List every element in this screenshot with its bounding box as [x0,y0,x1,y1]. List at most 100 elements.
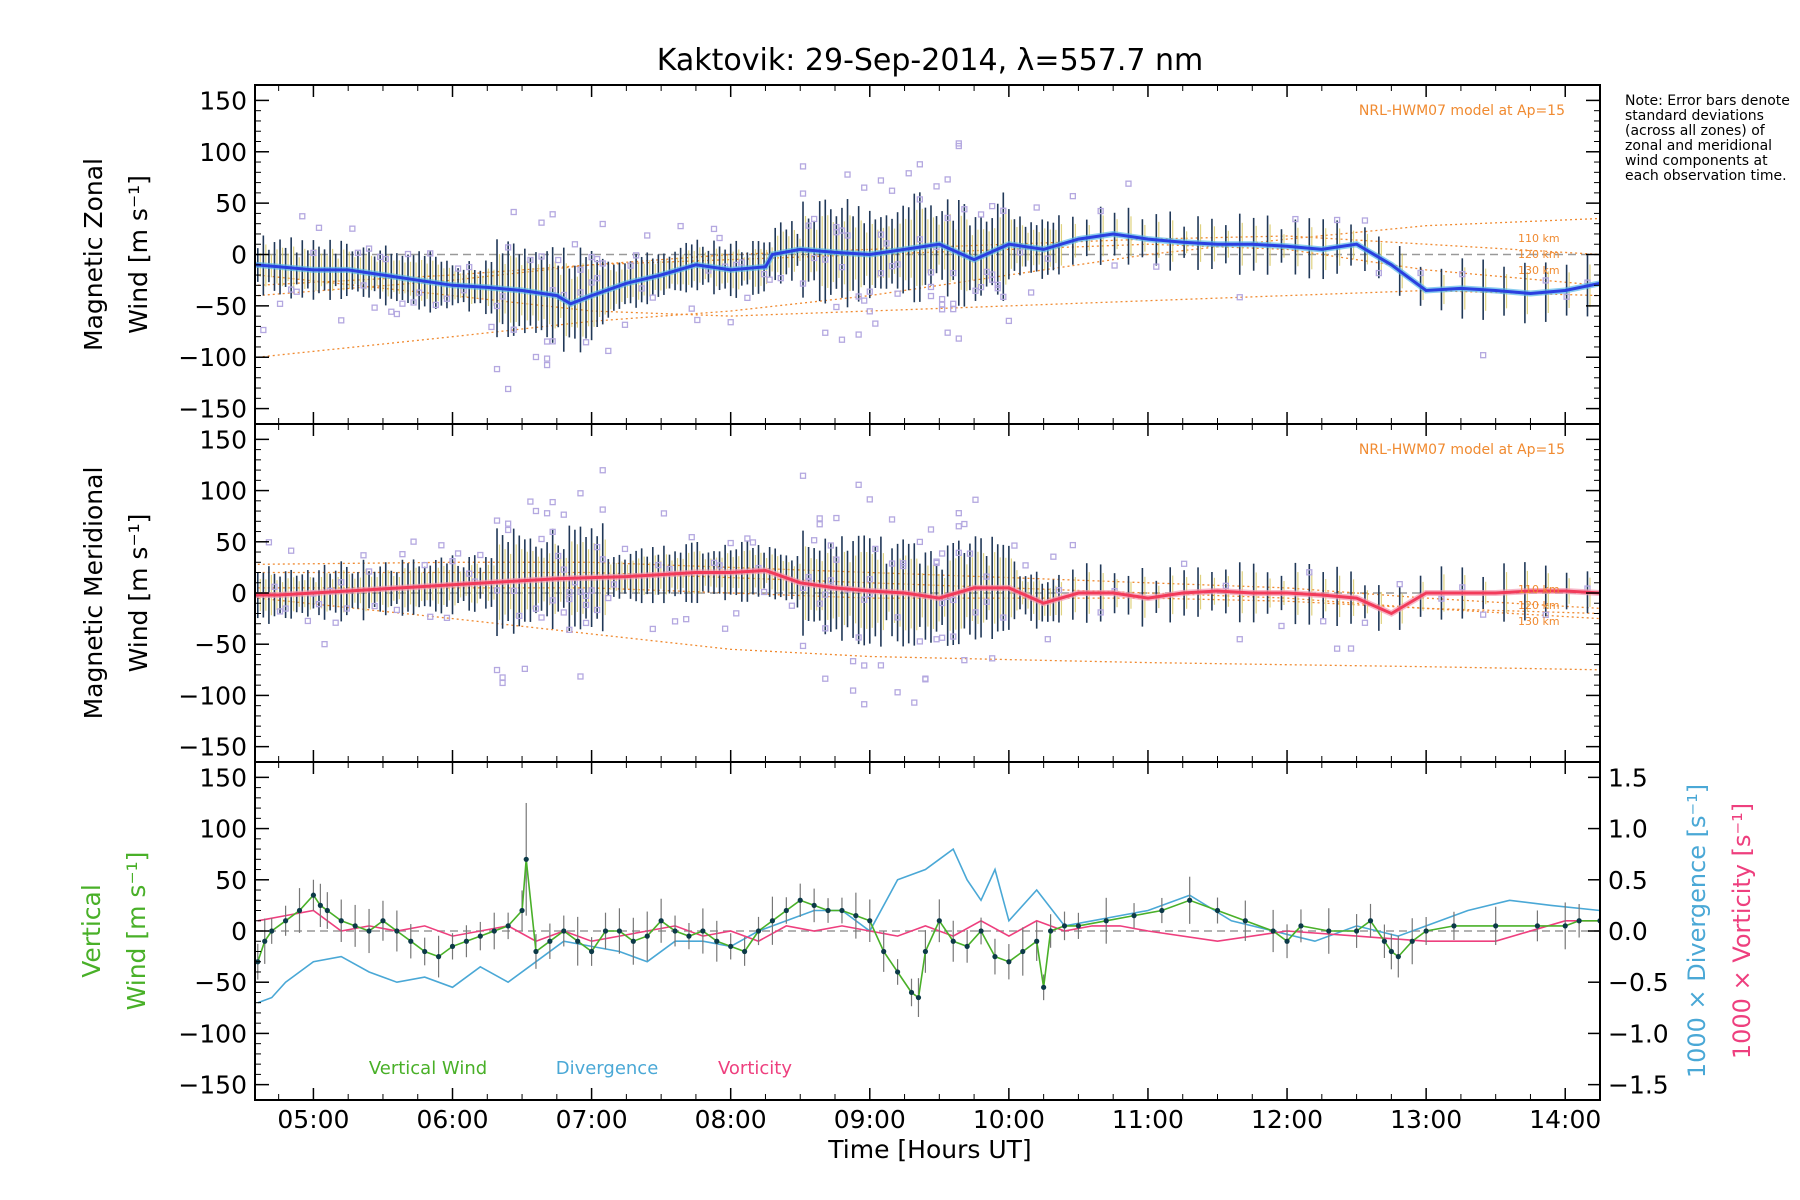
zone-sample [360,552,367,559]
y-tick-label: 50 [215,866,247,895]
zone-sample [866,288,873,295]
zone-sample [749,539,757,546]
zone-sample [855,331,862,338]
zone-sample [1033,204,1040,211]
model-altitude-label: 130 km [1518,264,1560,277]
vertical-wind-point [1381,938,1388,944]
zone-sample [1480,611,1487,618]
x-tick-label: 09:00 [834,1105,906,1134]
zone-sample [415,289,423,296]
zone-sample [527,498,534,505]
y-tick-label: −150 [178,1071,247,1100]
zone-sample [1180,560,1188,567]
zone-sample [560,566,567,573]
vertical-wind-point [1020,948,1026,955]
vertical-wind-point [394,928,400,934]
vertical-wind-point [1284,938,1290,944]
zone-sample [549,597,556,604]
zone-sample [338,317,345,324]
zone-sample [1050,553,1057,560]
right-y-tick-label: −0.5 [1608,968,1669,997]
zone-sample [649,294,656,301]
zone-sample [621,545,629,553]
zone-sample [532,353,540,361]
zone-sample [877,270,885,277]
vertical-wind-line [257,859,1600,1000]
right-y-tick-label: 0.5 [1608,866,1648,895]
vertical-wind-point [1298,923,1304,929]
zone-sample [822,591,829,598]
zone-sample [944,214,951,222]
vertical-wind-point [922,948,929,955]
zone-sample [810,215,818,223]
chart-title: Kaktovik: 29-Sep-2014, λ=557.7 nm [657,43,1203,78]
zone-sample [766,276,773,283]
vertical-wind-point [894,969,901,975]
zone-sample [354,249,362,256]
panel-2: NRL-HWM07 model at Ap=15 110 km 120 km 130 … [79,423,1601,763]
zone-sample [760,588,768,596]
vertical-wind-point [728,943,734,949]
vertical-wind-point [1423,928,1429,934]
vertical-wind-point [1367,918,1374,924]
zone-sample [560,511,567,518]
vertical-wind-point [867,918,873,924]
zone-sample [1000,293,1007,301]
divergence-line [257,847,1600,1004]
zone-sample [1292,215,1299,223]
vertical-wind-point [1103,918,1109,924]
zone-sample [360,282,367,289]
vertical-wind-point [477,933,483,939]
x-tick-label: 07:00 [556,1105,628,1134]
zone-sample [260,326,267,334]
vertical-wind-point [797,897,803,903]
zone-sample [894,614,901,621]
vertical-wind-point [1388,948,1394,955]
zone-sample [644,232,651,239]
zone-sample [510,587,517,594]
zone-sample [927,292,935,300]
vertical-wind-point [686,933,692,939]
zone-sample [1000,614,1007,621]
vertical-wind-point [978,928,984,934]
zone-sample [588,587,595,594]
zone-sample [538,535,545,543]
zone-sample [961,657,968,664]
vertical-wind-point [700,928,706,934]
zone-sample [688,305,695,312]
zone-sample [393,606,401,614]
zone-sample [282,605,289,612]
zone-sample [621,321,629,328]
vertical-wind-point [262,938,268,944]
zone-sample [933,558,940,565]
zone-sample [983,573,990,580]
zone-sample [1000,207,1007,214]
model-curve-130km [257,243,1600,286]
y-axis-label-line2: Wind [m s⁻¹] [124,514,153,673]
zone-sample [1111,262,1118,269]
meridional-mean-line [255,568,1600,616]
zone-sample [532,605,540,612]
model-curve-110km [257,217,1600,358]
zone-sample [493,666,501,674]
zone-sample [499,674,506,681]
zone-sample [833,303,840,311]
zone-sample [866,496,873,503]
zone-sample [504,520,512,527]
vertical-wind-point [1409,938,1415,944]
zone-sample [938,306,946,313]
zone-sample [516,612,523,620]
zone-sample [365,245,373,252]
vertical-wind-point [519,907,525,914]
zone-sample [549,211,556,218]
vertical-wind-point [352,923,358,929]
zone-sample [538,614,545,621]
zone-sample [288,547,295,554]
zone-sample [466,263,473,271]
zone-sample [727,539,734,547]
vertical-wind-point [1562,923,1568,929]
zone-sample [716,562,723,569]
right-y-axis-label-divergence: 1000 × Divergence [s⁻¹] [1683,784,1711,1078]
zone-sample [594,255,601,263]
x-tick-label: 05:00 [277,1105,349,1134]
